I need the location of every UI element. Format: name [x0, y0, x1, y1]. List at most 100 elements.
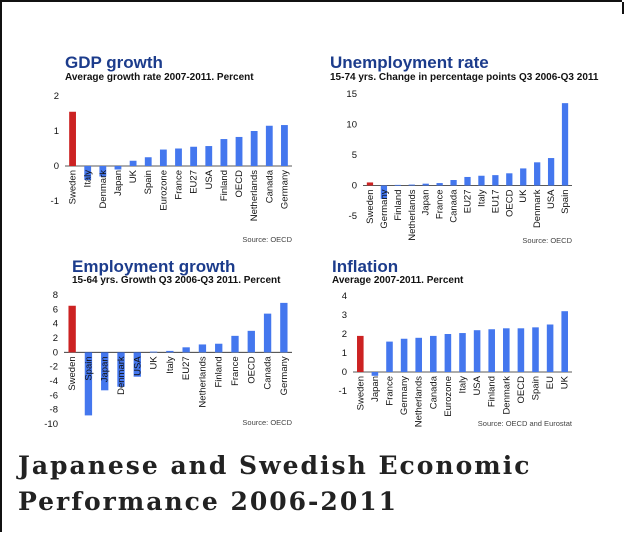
chart-title: GDP growth [65, 53, 163, 72]
bar-france [436, 183, 443, 186]
source-note: Source: OECD [522, 236, 572, 245]
y-tick-label: 1 [342, 348, 347, 359]
category-label: Canada [264, 169, 275, 203]
bar-spain [144, 157, 152, 166]
y-tick-label: -6 [50, 390, 58, 401]
y-tick-label: -1 [339, 386, 347, 397]
category-label: Japan [113, 170, 124, 196]
bar-finland [215, 343, 223, 353]
y-tick-label: 2 [53, 333, 58, 344]
chart-subtitle: 15-64 yrs. Growth Q3 2006-Q3 2011. Perce… [72, 275, 281, 286]
bar-canada [450, 180, 457, 186]
category-label: USA [472, 375, 483, 395]
category-label: Germany [279, 356, 290, 395]
bar-japan [371, 372, 379, 376]
category-label: Eurozone [158, 170, 169, 211]
category-label: Japan [370, 376, 381, 402]
category-label: Italy [165, 356, 176, 374]
category-label: EU17 [490, 190, 501, 214]
category-label: Germany [379, 189, 390, 228]
category-label: Sweden [365, 190, 376, 224]
y-tick-label: 10 [346, 120, 357, 131]
chart-title: Unemployment rate [330, 53, 489, 72]
y-tick-label: 2 [342, 329, 347, 340]
bar-spain [561, 103, 569, 186]
category-label: Japan [100, 356, 111, 382]
page-title: Japanese and Swedish Economic Performanc… [18, 448, 618, 520]
category-label: EU27 [463, 190, 474, 214]
category-label: Denmark [116, 356, 127, 395]
bar-usa [473, 330, 481, 372]
category-label: Finland [393, 190, 404, 221]
source-note: Source: OECD [242, 418, 292, 427]
bar-finland [394, 184, 401, 186]
category-label: UK [518, 189, 529, 203]
category-label: UK [560, 375, 571, 389]
bar-italy [166, 350, 174, 353]
category-label: Japan [421, 190, 432, 216]
category-label: Sweden [355, 376, 366, 410]
chart-subtitle: Average growth rate 2007-2011. Percent [65, 72, 254, 83]
bar-sweden [357, 335, 364, 372]
bar-spain [532, 327, 539, 372]
category-label: OECD [516, 376, 527, 404]
bar-germany [380, 185, 388, 199]
category-label: Finland [487, 376, 498, 407]
bar-usa [205, 146, 213, 166]
category-label: Finland [214, 356, 225, 387]
bar-uk [129, 160, 137, 166]
bar-denmark [503, 328, 510, 372]
category-label: Denmark [501, 376, 512, 415]
bar-eu27 [190, 146, 198, 166]
bar-netherlands [408, 184, 415, 186]
category-label: OECD [246, 356, 257, 384]
bar-japan [114, 166, 122, 170]
y-tick-label: 5 [352, 150, 357, 161]
bar-france [175, 148, 182, 166]
bar-denmark [534, 162, 541, 186]
category-label: UK [149, 356, 160, 370]
bar-italy [478, 175, 485, 186]
bar-canada [430, 335, 437, 372]
category-label: Netherlands [414, 376, 425, 427]
bar-spain [84, 352, 93, 416]
bar-france [231, 335, 239, 353]
y-tick-label: 0 [54, 161, 59, 172]
category-label: Sweden [68, 170, 79, 204]
y-tick-label: 3 [342, 310, 347, 321]
page-title-line-2: Performance 2006-2011 [18, 487, 399, 516]
category-label: Spain [560, 190, 571, 214]
y-tick-label: 1 [54, 126, 59, 137]
category-label: Canada [428, 375, 439, 409]
bar-eu27 [182, 347, 190, 353]
bar-sweden [69, 111, 76, 166]
category-label: Spain [83, 356, 94, 380]
y-tick-label: -5 [349, 211, 357, 222]
y-tick-label: -8 [50, 405, 58, 416]
category-label: Eurozone [443, 376, 454, 417]
category-label: Canada [263, 356, 274, 390]
y-tick-label: -4 [50, 376, 58, 387]
category-label: France [435, 190, 446, 220]
category-label: Spain [143, 170, 154, 194]
y-tick-label: 6 [53, 304, 58, 315]
category-label: Italy [476, 189, 487, 207]
y-tick-label: -10 [44, 419, 58, 430]
bar-france [386, 341, 393, 372]
bar-usa [547, 158, 555, 186]
bar-oecd [506, 173, 513, 186]
bar-sweden [68, 305, 76, 353]
category-label: EU27 [181, 356, 192, 380]
bar-oecd [247, 330, 255, 353]
chart-title: Employment growth [72, 257, 235, 276]
bar-denmark [99, 166, 107, 177]
bar-finland [220, 139, 228, 166]
category-label: Netherlands [407, 189, 418, 240]
y-tick-label: 8 [53, 290, 58, 301]
y-tick-label: 0 [53, 347, 58, 358]
category-label: Italy [458, 376, 469, 394]
